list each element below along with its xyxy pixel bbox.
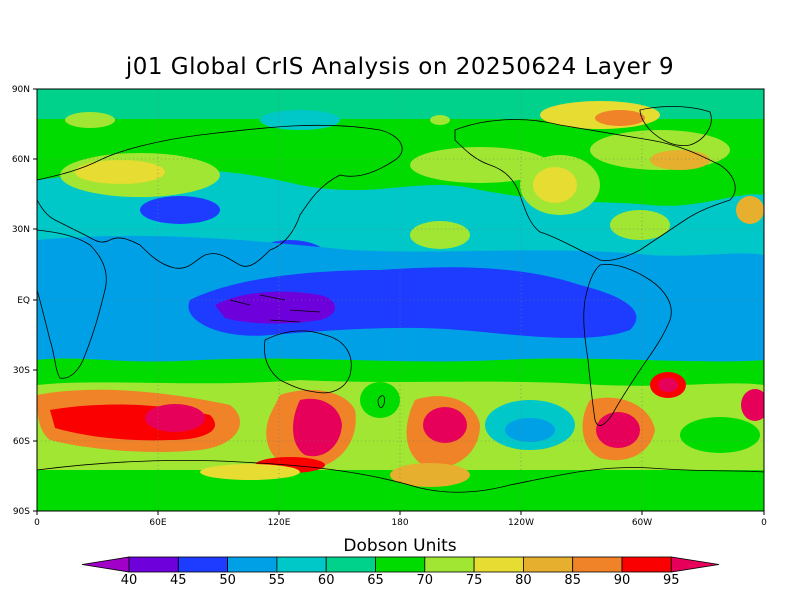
colorbar-label: 55 xyxy=(269,573,286,588)
colorbar-swatch xyxy=(375,556,426,573)
colorbar-min-arrow xyxy=(81,556,130,573)
colorbar-swatch xyxy=(621,556,672,573)
colorbar-swatch xyxy=(227,556,278,573)
ozone-field xyxy=(37,89,764,511)
lon-label-0: 0 xyxy=(34,518,40,528)
lon-label-180: 180 xyxy=(391,518,408,528)
colorbar-label: 50 xyxy=(219,573,236,588)
colorbar-label: 75 xyxy=(466,573,483,588)
colorbar-label: 65 xyxy=(367,573,384,588)
colorbar-label: 80 xyxy=(515,573,532,588)
lat-label-30s: 30S xyxy=(13,366,30,376)
colorbar-label: 45 xyxy=(170,573,187,588)
colorbar-label: 40 xyxy=(121,573,138,588)
lon-label-0-east: 0 xyxy=(761,518,767,528)
lon-label-60e: 60E xyxy=(149,518,166,528)
lat-label-90n: 90N xyxy=(12,85,30,95)
lat-labels: 90N 60N 30N EQ 30S 60S 90S xyxy=(12,85,30,517)
colorbar-swatch xyxy=(128,556,179,573)
coastlines xyxy=(37,106,764,493)
colorbar-label: 95 xyxy=(663,573,680,588)
colorbar-swatch xyxy=(424,556,475,573)
colorbar-title: Dobson Units xyxy=(343,536,457,556)
colorbar-swatch xyxy=(177,556,229,573)
colorbar: 40 45 50 55 60 65 70 75 80 85 90 95 xyxy=(81,556,720,588)
lon-label-120e: 120E xyxy=(268,518,291,528)
lat-label-60n: 60N xyxy=(12,155,30,165)
lat-label-90s: 90S xyxy=(13,507,30,517)
lat-label-eq: EQ xyxy=(17,296,30,306)
map-title: j01 Global CrIS Analysis on 20250624 Lay… xyxy=(125,54,675,80)
colorbar-max-arrow xyxy=(670,556,720,573)
colorbar-swatch xyxy=(276,556,327,573)
lat-label-30n: 30N xyxy=(12,225,30,235)
colorbar-label: 70 xyxy=(417,573,434,588)
colorbar-swatch xyxy=(473,556,524,573)
colorbar-swatch xyxy=(572,556,623,573)
colorbar-swatch xyxy=(523,556,574,573)
lon-label-60w: 60W xyxy=(632,518,652,528)
axis-ticks xyxy=(33,88,765,515)
colorbar-swatch xyxy=(325,556,376,573)
colorbar-label: 60 xyxy=(318,573,335,588)
colorbar-label: 85 xyxy=(564,573,581,588)
lon-labels: 0 60E 120E 180 120W 60W 0 xyxy=(34,518,767,528)
colorbar-label: 90 xyxy=(614,573,631,588)
lat-label-60s: 60S xyxy=(13,437,30,447)
lon-label-120w: 120W xyxy=(508,518,534,528)
